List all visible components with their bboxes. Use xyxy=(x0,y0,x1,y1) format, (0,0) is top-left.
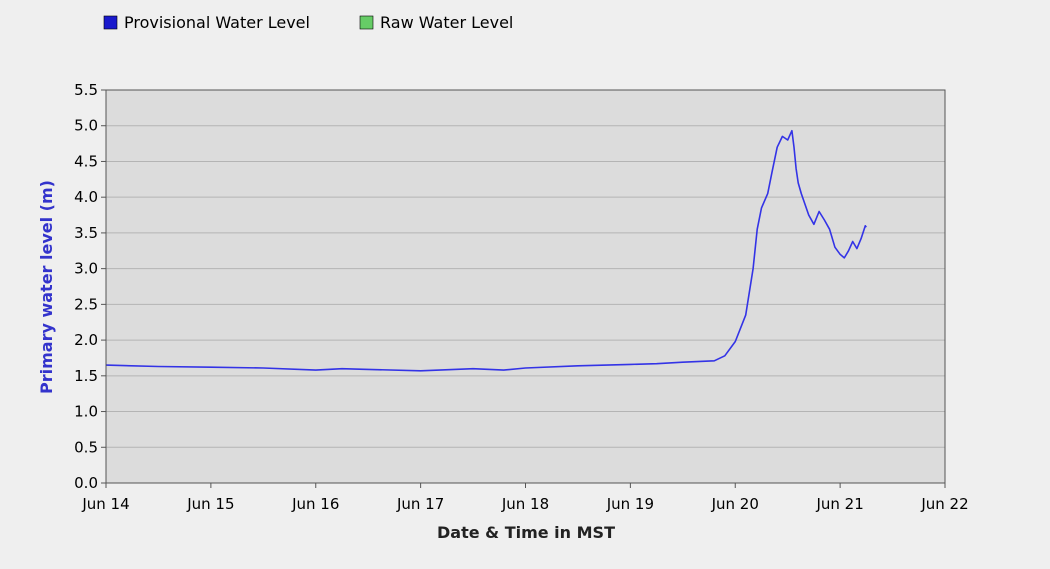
x-tick-label: Jun 20 xyxy=(711,495,759,513)
x-axis-title: Date & Time in MST xyxy=(437,523,615,542)
y-tick-label: 4.0 xyxy=(74,188,98,206)
y-axis-title: Primary water level (m) xyxy=(37,180,56,394)
legend-label-raw: Raw Water Level xyxy=(380,13,513,32)
x-tick-label: Jun 15 xyxy=(186,495,234,513)
x-tick-label: Jun 16 xyxy=(291,495,339,513)
y-tick-label: 2.0 xyxy=(74,331,98,349)
x-tick-label: Jun 14 xyxy=(81,495,129,513)
x-tick-label: Jun 17 xyxy=(396,495,444,513)
legend-swatch-raw xyxy=(359,15,374,30)
y-tick-label: 0.0 xyxy=(74,474,98,492)
y-tick-label: 1.5 xyxy=(74,367,98,385)
x-tick-label: Jun 21 xyxy=(815,495,863,513)
legend-swatch-provisional xyxy=(103,15,118,30)
grid-lines xyxy=(106,125,945,448)
series-layer xyxy=(105,129,867,372)
legend: Provisional Water Level Raw Water Level xyxy=(103,13,513,32)
y-tick-label: 1.0 xyxy=(74,403,98,421)
series-line-0 xyxy=(105,129,867,372)
x-tick-label: Jun 18 xyxy=(501,495,549,513)
legend-label-provisional: Provisional Water Level xyxy=(124,13,310,32)
x-tick-label: Jun 19 xyxy=(606,495,654,513)
y-tick-label: 5.0 xyxy=(74,117,98,135)
y-tick-label: 4.5 xyxy=(74,152,98,170)
y-axis: 0.0 0.5 1.0 1.5 2.0 2.5 3.0 3.5 4.0 4.5 5.0 5.5 xyxy=(74,81,106,492)
y-tick-label: 3.0 xyxy=(74,260,98,278)
y-tick-label: 0.5 xyxy=(74,438,98,456)
y-tick-label: 5.5 xyxy=(74,81,98,99)
y-tick-label: 3.5 xyxy=(74,224,98,242)
y-tick-label: 2.5 xyxy=(74,295,98,313)
x-tick-label: Jun 22 xyxy=(920,495,968,513)
x-axis: Jun 14 Jun 15 Jun 16 Jun 17 Jun 18 Jun 19 Jun … xyxy=(81,483,969,513)
plot-area xyxy=(106,90,945,483)
